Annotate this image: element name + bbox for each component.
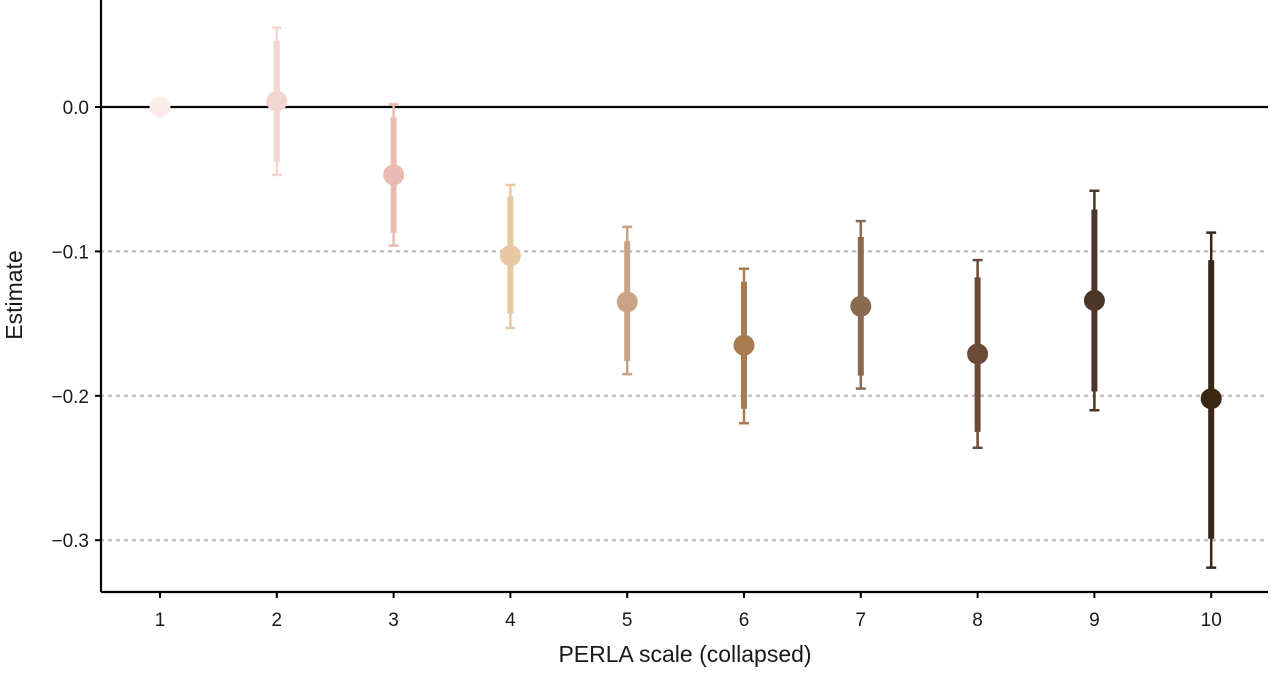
estimate-point [616, 291, 638, 313]
estimate-point [733, 334, 755, 356]
point-range-10 [1200, 231, 1222, 569]
point-range-9 [1083, 189, 1105, 412]
y-tick-label: −0.2 [51, 387, 89, 408]
x-tick-label: 2 [272, 610, 283, 631]
estimate-point [499, 245, 521, 267]
point-range-7 [850, 219, 872, 390]
point-range-2 [266, 26, 288, 177]
x-tick-label: 4 [505, 610, 516, 631]
y-tick-label: −0.1 [51, 242, 89, 263]
x-tick-label: 5 [622, 610, 633, 631]
y-axis-title: Estimate [1, 250, 27, 339]
x-tick-label: 8 [972, 610, 983, 631]
x-tick-label: 7 [856, 610, 867, 631]
estimate-point [149, 96, 171, 118]
y-tick-label: 0.0 [63, 98, 89, 119]
estimate-point [383, 164, 405, 186]
x-tick-label: 9 [1089, 610, 1100, 631]
gridlines [99, 250, 1270, 542]
y-tick-label: −0.3 [51, 531, 89, 552]
x-axis-title: PERLA scale (collapsed) [558, 641, 811, 667]
x-tick-label: 1 [155, 610, 166, 631]
estimate-point [967, 343, 989, 365]
point-range-4 [499, 183, 521, 330]
point-range-8 [967, 258, 989, 450]
point-range-1 [149, 96, 171, 118]
x-tick-label: 6 [739, 610, 750, 631]
estimate-point [1083, 289, 1105, 311]
point-range-6 [733, 267, 755, 425]
axes: 0.0 −0.1 −0.2 −0.3 1 2 3 4 5 6 7 8 9 10 [51, 0, 1268, 631]
data-marks [149, 26, 1222, 569]
x-tick-label: 3 [388, 610, 399, 631]
estimate-point [266, 90, 288, 112]
point-range-3 [383, 102, 405, 247]
estimate-point [1200, 388, 1222, 410]
x-tick-label: 10 [1201, 610, 1222, 631]
estimate-point [850, 295, 872, 317]
point-range-5 [616, 225, 638, 376]
